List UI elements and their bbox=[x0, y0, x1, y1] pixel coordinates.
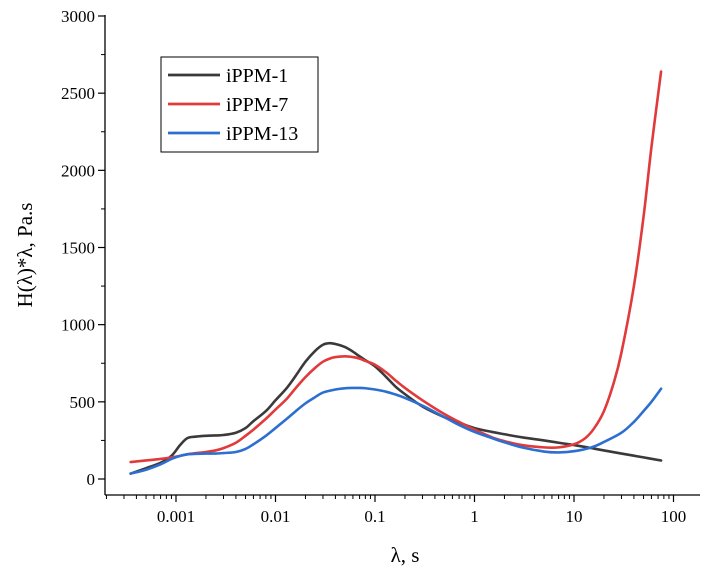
x-axis-title: λ, s bbox=[391, 543, 420, 567]
legend-label-ippm-1: iPPM-1 bbox=[226, 65, 288, 87]
y-tick-label: 1000 bbox=[61, 316, 95, 335]
x-tick-label: 100 bbox=[661, 507, 687, 526]
legend-label-ippm-7: iPPM-7 bbox=[226, 94, 288, 116]
plot-area bbox=[104, 15, 700, 496]
y-tick-label: 3000 bbox=[61, 7, 95, 26]
x-tick-label: 0.01 bbox=[261, 507, 291, 526]
legend-label-ippm-13: iPPM-13 bbox=[226, 123, 298, 145]
y-tick-label: 2000 bbox=[61, 161, 95, 180]
x-tick-label: 0.1 bbox=[364, 507, 385, 526]
series-line-ippm-1 bbox=[129, 341, 663, 475]
y-tick-label: 500 bbox=[70, 393, 96, 412]
x-tick-label: 10 bbox=[566, 507, 583, 526]
legend: iPPM-1 iPPM-7 iPPM-13 bbox=[160, 56, 319, 153]
y-axis-ticks: 0 500 1000 1500 2000 2500 3000 bbox=[61, 7, 105, 489]
x-tick-label: 0.001 bbox=[157, 507, 195, 526]
y-tick-label: 1500 bbox=[61, 239, 95, 258]
series-line-ippm-7 bbox=[129, 70, 663, 464]
y-tick-label: 2500 bbox=[61, 84, 95, 103]
x-tick-label: 1 bbox=[470, 507, 479, 526]
series-lines bbox=[129, 70, 663, 475]
series-line-ippm-13 bbox=[129, 386, 663, 475]
x-axis-ticks: 0.001 0.01 0.1 1 10 100 bbox=[105, 495, 687, 526]
y-tick-label: 0 bbox=[87, 470, 96, 489]
y-axis-title: H(λ)*λ, Pa.s bbox=[13, 203, 37, 308]
